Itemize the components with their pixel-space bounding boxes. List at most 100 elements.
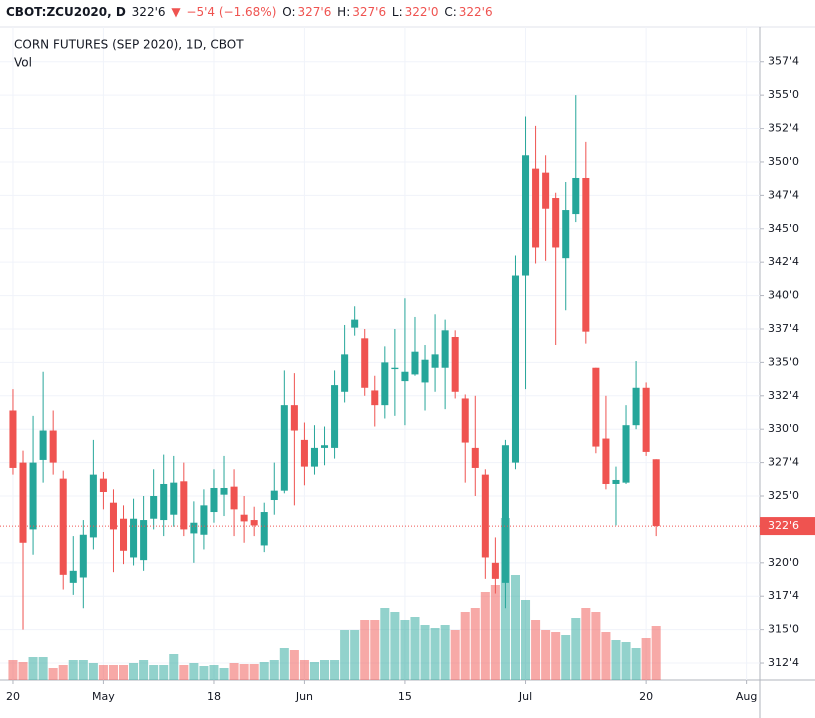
- symbol: CBOT:ZCU2020, D: [6, 5, 126, 19]
- volume-bar: [390, 612, 400, 680]
- candle-body: [341, 354, 349, 392]
- volume-bar: [370, 620, 380, 680]
- candle-body: [401, 371, 409, 382]
- volume-bar: [430, 628, 440, 680]
- candle-body: [542, 172, 550, 209]
- volume: [8, 518, 661, 680]
- x-tick-label: 18: [207, 690, 221, 703]
- volume-bar: [219, 668, 229, 680]
- volume-bar: [269, 660, 279, 680]
- volume-bar: [380, 608, 390, 680]
- candle-body: [9, 410, 17, 468]
- y-tick-label: 337'4: [768, 322, 799, 335]
- candle-body: [351, 319, 359, 328]
- candle-body: [632, 387, 640, 426]
- y-tick-label: 327'4: [768, 456, 799, 469]
- candle-body: [89, 474, 97, 538]
- volume-bar: [229, 663, 239, 680]
- candle-body: [602, 438, 610, 484]
- candle-body: [280, 405, 288, 491]
- last: 322'6: [131, 5, 166, 19]
- volume-bar: [340, 630, 350, 680]
- volume-bar: [118, 665, 129, 680]
- volume-title: Vol: [14, 56, 32, 70]
- axes: 312'4 315'0 317'4 320'0 325'0 327'4 330'0 332'4…: [0, 55, 815, 703]
- candle-body: [361, 338, 369, 388]
- volume-bar: [541, 630, 551, 680]
- candle-body: [552, 198, 560, 248]
- y-tick-label: 312'4: [768, 656, 799, 669]
- candle-body: [522, 155, 530, 276]
- volume-bar: [571, 618, 581, 680]
- candle-body: [310, 447, 318, 467]
- close: 322'6: [458, 5, 493, 19]
- high: 327'6: [352, 5, 387, 19]
- candle-body: [501, 445, 509, 583]
- volume-bar: [309, 662, 319, 680]
- candles: [9, 95, 660, 630]
- candle-body: [622, 425, 630, 483]
- low-label: L:: [391, 5, 403, 19]
- x-tick-label: Aug: [736, 690, 757, 703]
- y-tick-label: 357'4: [768, 55, 799, 68]
- candle-body: [511, 275, 519, 463]
- candle-body: [381, 362, 389, 406]
- candle-body: [391, 367, 399, 370]
- candle-body: [150, 496, 158, 519]
- candle-body: [190, 522, 198, 534]
- volume-bar: [460, 612, 470, 680]
- candle-body: [130, 518, 138, 558]
- candle-body: [79, 534, 87, 578]
- high-label: H:: [337, 5, 351, 19]
- volume-bar: [189, 663, 199, 680]
- change: −5'4 (−1.68%): [186, 5, 277, 19]
- volume-bar: [651, 626, 661, 680]
- volume-bar: [299, 660, 309, 680]
- open: 327'6: [297, 5, 332, 19]
- candle-body: [220, 487, 228, 495]
- candle-body: [371, 390, 379, 406]
- x-tick-label: Jun: [295, 690, 313, 703]
- candle-body: [411, 351, 419, 375]
- y-tick-label: 352'4: [768, 122, 799, 135]
- volume-bar: [490, 585, 500, 680]
- arrow: ▼: [171, 5, 181, 19]
- volume-bar: [611, 640, 621, 680]
- volume-bar: [440, 625, 450, 680]
- y-tick-label: 342'4: [768, 255, 799, 268]
- candle-body: [29, 462, 37, 530]
- candle-body: [471, 447, 479, 468]
- candle-body: [300, 439, 308, 467]
- x-tick-label: May: [92, 690, 115, 703]
- chart-title: CORN FUTURES (SEP 2020), 1D, CBOT: [14, 38, 244, 52]
- volume-bar: [400, 620, 410, 680]
- candle-body: [582, 177, 590, 332]
- volume-bar: [139, 660, 149, 680]
- volume-bar: [631, 648, 641, 680]
- volume-bar: [129, 663, 139, 680]
- candle-body: [69, 570, 77, 583]
- x-tick-label: 20: [6, 690, 20, 703]
- volume-bar: [420, 625, 430, 680]
- volume-bar: [48, 668, 58, 680]
- volume-bar: [350, 630, 360, 680]
- candle-body: [39, 430, 47, 460]
- candle-body: [431, 354, 439, 368]
- y-tick-label: 347'4: [768, 188, 799, 201]
- volume-bar: [480, 592, 490, 680]
- volume-bar: [159, 665, 169, 680]
- candle-body: [160, 483, 168, 521]
- candle-body: [612, 479, 620, 484]
- volume-bar: [320, 660, 330, 680]
- y-tick-label: 335'0: [768, 355, 799, 368]
- last-price-label: 322'6: [768, 519, 799, 532]
- x-tick-label: Jul: [518, 690, 532, 703]
- candle-body: [491, 562, 499, 579]
- candle-body: [572, 177, 580, 215]
- volume-bar: [641, 638, 651, 680]
- y-tick-label: 340'0: [768, 289, 799, 302]
- y-tick-label: 325'0: [768, 489, 799, 502]
- volume-bar: [88, 663, 98, 680]
- volume-bar: [199, 666, 209, 680]
